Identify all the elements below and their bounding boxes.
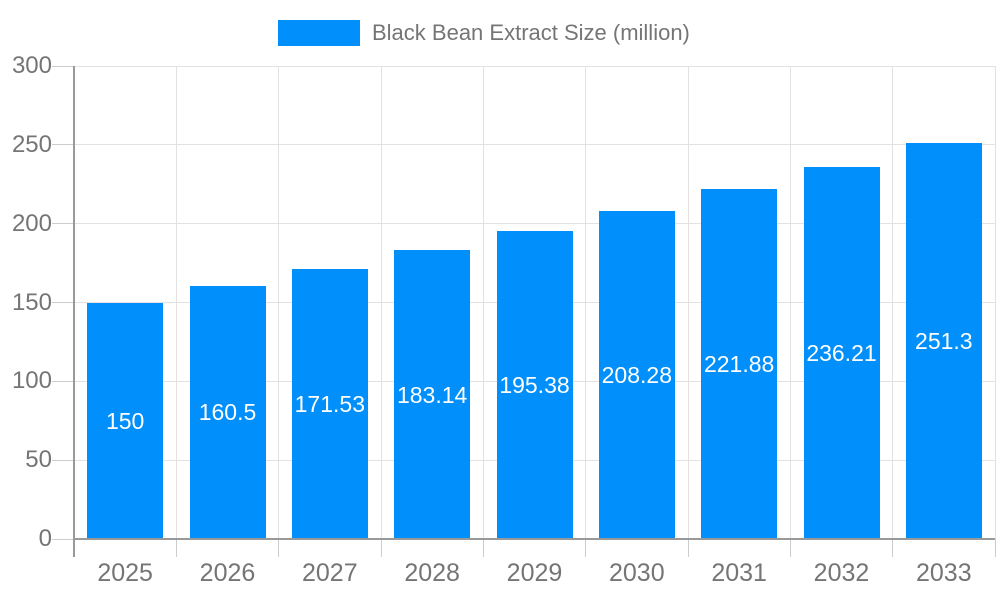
x-gridline bbox=[380, 66, 382, 539]
bar-2028[interactable] bbox=[394, 250, 471, 538]
bar-2025[interactable] bbox=[87, 302, 164, 538]
legend-label: Black Bean Extract Size (million) bbox=[372, 20, 690, 45]
y-axis-tick bbox=[52, 144, 74, 146]
y-axis-tick bbox=[52, 223, 74, 225]
bar-2027[interactable] bbox=[291, 268, 368, 538]
legend-swatch-icon bbox=[278, 20, 360, 46]
x-axis-label: 2032 bbox=[813, 559, 870, 587]
x-gridline bbox=[278, 66, 280, 539]
y-axis-label: 200 bbox=[11, 209, 52, 237]
x-axis-label: 2031 bbox=[711, 559, 767, 587]
y-axis-label: 100 bbox=[11, 367, 52, 395]
y-axis-label: 250 bbox=[11, 130, 52, 158]
bar-2030[interactable] bbox=[598, 210, 675, 538]
y-gridline bbox=[74, 144, 995, 146]
bar-value-label: 236.21 bbox=[806, 339, 877, 366]
x-axis-label: 2030 bbox=[609, 559, 665, 587]
bar-2031[interactable] bbox=[701, 189, 778, 538]
y-axis-tick bbox=[52, 302, 74, 303]
bar-2029[interactable] bbox=[496, 230, 573, 538]
y-axis-tick bbox=[52, 65, 74, 67]
x-axis-tick bbox=[687, 539, 689, 557]
x-gridline bbox=[175, 66, 177, 539]
y-axis-tick bbox=[52, 538, 74, 540]
x-axis-tick bbox=[175, 539, 177, 557]
y-axis-line bbox=[72, 66, 75, 557]
bar-value-label: 195.38 bbox=[499, 371, 570, 398]
bar-2032[interactable] bbox=[803, 166, 880, 538]
bar-value-label: 160.5 bbox=[198, 399, 257, 426]
x-gridline bbox=[789, 66, 791, 539]
bar-value-label: 221.88 bbox=[703, 351, 775, 378]
x-gridline bbox=[892, 66, 894, 539]
x-axis-label: 2033 bbox=[916, 559, 972, 587]
x-gridline bbox=[585, 66, 587, 539]
bar-2033[interactable] bbox=[905, 142, 982, 538]
y-gridline bbox=[74, 223, 995, 225]
y-axis-label: 300 bbox=[11, 52, 52, 79]
x-axis-tick bbox=[380, 539, 382, 557]
y-axis-tick bbox=[52, 459, 74, 461]
x-gridline bbox=[687, 66, 689, 539]
x-axis-tick bbox=[789, 539, 791, 557]
bar-value-label: 171.53 bbox=[294, 390, 365, 417]
y-gridline bbox=[74, 65, 995, 67]
x-axis-label: 2029 bbox=[506, 559, 563, 587]
x-axis-label: 2026 bbox=[199, 559, 256, 587]
y-axis-label: 50 bbox=[25, 446, 52, 474]
x-axis-tick bbox=[585, 539, 587, 557]
x-axis-line bbox=[72, 538, 995, 540]
x-axis-tick bbox=[994, 539, 996, 557]
bar-value-label: 183.14 bbox=[396, 381, 468, 408]
bar-value-label: 150 bbox=[105, 407, 145, 434]
x-gridline bbox=[994, 66, 996, 539]
x-axis-tick bbox=[278, 539, 280, 557]
y-axis-label: 0 bbox=[38, 525, 52, 552]
x-axis-label: 2027 bbox=[302, 559, 358, 587]
x-axis-label: 2025 bbox=[97, 559, 153, 587]
x-axis-label: 2028 bbox=[404, 559, 460, 587]
bar-value-label: 251.3 bbox=[915, 327, 973, 354]
x-axis-tick bbox=[482, 539, 484, 557]
x-gridline bbox=[482, 66, 484, 539]
x-axis-tick bbox=[892, 539, 894, 557]
bar-value-label: 208.28 bbox=[601, 361, 672, 388]
y-axis-label: 150 bbox=[11, 288, 52, 316]
bar-2026[interactable] bbox=[189, 285, 266, 538]
chart-legend[interactable]: Black Bean Extract Size (million) bbox=[278, 19, 690, 47]
y-axis-tick bbox=[52, 380, 74, 382]
